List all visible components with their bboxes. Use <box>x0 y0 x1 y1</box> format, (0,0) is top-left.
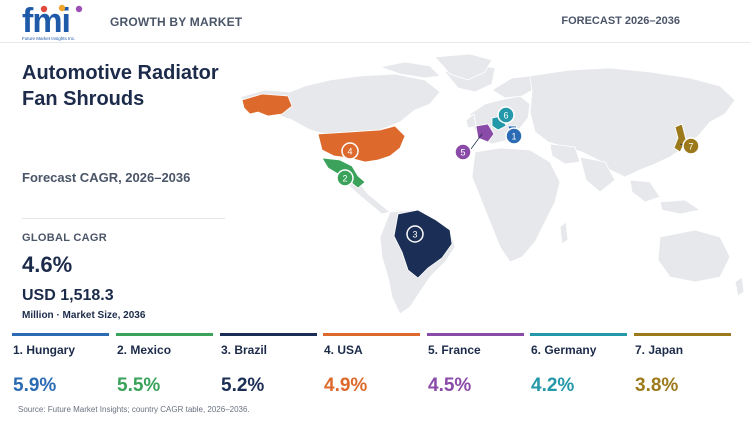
marker-label: 4 <box>347 147 352 157</box>
marker-france[interactable]: 5 <box>454 143 472 161</box>
logo-tagline: Future Market Insights Inc. <box>22 36 76 41</box>
marker-brazil[interactable]: 3 <box>406 225 424 243</box>
country-accent-bar <box>634 333 731 336</box>
page-title: Automotive Radiator Fan Shrouds <box>22 62 219 110</box>
global-cagr-label: GLOBAL CAGR <box>22 232 107 244</box>
marker-label: 7 <box>688 142 693 152</box>
country-card-hungary[interactable]: 1. Hungary 5.9% <box>12 333 109 401</box>
market-size-value: USD 1,518.3 <box>22 287 114 304</box>
country-accent-bar <box>116 333 213 336</box>
usa-shape[interactable] <box>317 125 406 163</box>
usa-alaska-shape[interactable] <box>241 93 293 117</box>
page-header: fmi Future Market Insights Inc. GROWTH B… <box>0 0 750 43</box>
marker-label: 2 <box>342 174 347 184</box>
france-shape[interactable] <box>475 123 495 143</box>
forecast-label: FORECAST 2026–2036 <box>561 15 680 27</box>
country-name: 7. Japan <box>635 343 684 357</box>
marker-label: 6 <box>503 111 508 121</box>
country-cagr-value: 4.5% <box>428 375 472 396</box>
country-accent-bar <box>427 333 524 336</box>
country-name: 6. Germany <box>531 343 597 357</box>
fmi-logo[interactable]: fmi Future Market Insights Inc. <box>22 4 92 44</box>
map-markers: 1 2 3 4 5 6 7 <box>336 106 700 243</box>
country-name: 3. Brazil <box>221 343 268 357</box>
summary-divider <box>22 218 225 219</box>
marker-label: 3 <box>412 230 417 240</box>
country-card-mexico[interactable]: 2. Mexico 5.5% <box>116 333 213 401</box>
country-card-brazil[interactable]: 3. Brazil 5.2% <box>220 333 317 401</box>
country-cagr-value: 5.5% <box>117 375 161 396</box>
marker-usa[interactable]: 4 <box>341 142 359 160</box>
market-size-note: Million · Market Size, 2036 <box>22 310 146 321</box>
country-name: 5. France <box>428 343 481 357</box>
country-cagr-value: 5.2% <box>221 375 265 396</box>
marker-label: 5 <box>460 148 465 158</box>
country-card-japan[interactable]: 7. Japan 3.8% <box>634 333 731 401</box>
marker-label: 1 <box>511 132 516 142</box>
marker-mexico[interactable]: 2 <box>336 169 354 187</box>
country-name: 2. Mexico <box>117 343 172 357</box>
country-card-france[interactable]: 5. France 4.5% <box>427 333 524 401</box>
logo-dots-icon <box>40 4 83 13</box>
country-accent-bar <box>323 333 420 336</box>
country-cagr-value: 5.9% <box>13 375 57 396</box>
country-card-germany[interactable]: 6. Germany 4.2% <box>530 333 627 401</box>
marker-japan[interactable]: 7 <box>682 137 700 155</box>
country-name: 4. USA <box>324 343 363 357</box>
country-cagr-value: 4.9% <box>324 375 368 396</box>
country-name: 1. Hungary <box>13 343 76 357</box>
land-masses <box>239 53 745 315</box>
country-accent-bar <box>530 333 627 336</box>
source-note: Source: Future Market Insights; country … <box>18 405 250 414</box>
marker-hungary[interactable]: 1 <box>505 127 523 145</box>
world-map: 1 2 3 4 5 6 7 <box>239 53 745 315</box>
section-label: GROWTH BY MARKET <box>110 15 243 29</box>
country-cagr-value: 4.2% <box>531 375 575 396</box>
cagr-period-label: Forecast CAGR, 2026–2036 <box>22 170 191 185</box>
country-card-usa[interactable]: 4. USA 4.9% <box>323 333 420 401</box>
country-accent-bar <box>12 333 109 336</box>
country-cagr-strip: 1. Hungary 5.9% 2. Mexico 5.5% 3. Brazil… <box>12 333 742 401</box>
marker-germany[interactable]: 6 <box>497 106 515 124</box>
country-cagr-value: 3.8% <box>635 375 679 396</box>
brazil-shape[interactable] <box>393 209 453 279</box>
global-cagr-value: 4.6% <box>22 252 73 277</box>
country-accent-bar <box>220 333 317 336</box>
